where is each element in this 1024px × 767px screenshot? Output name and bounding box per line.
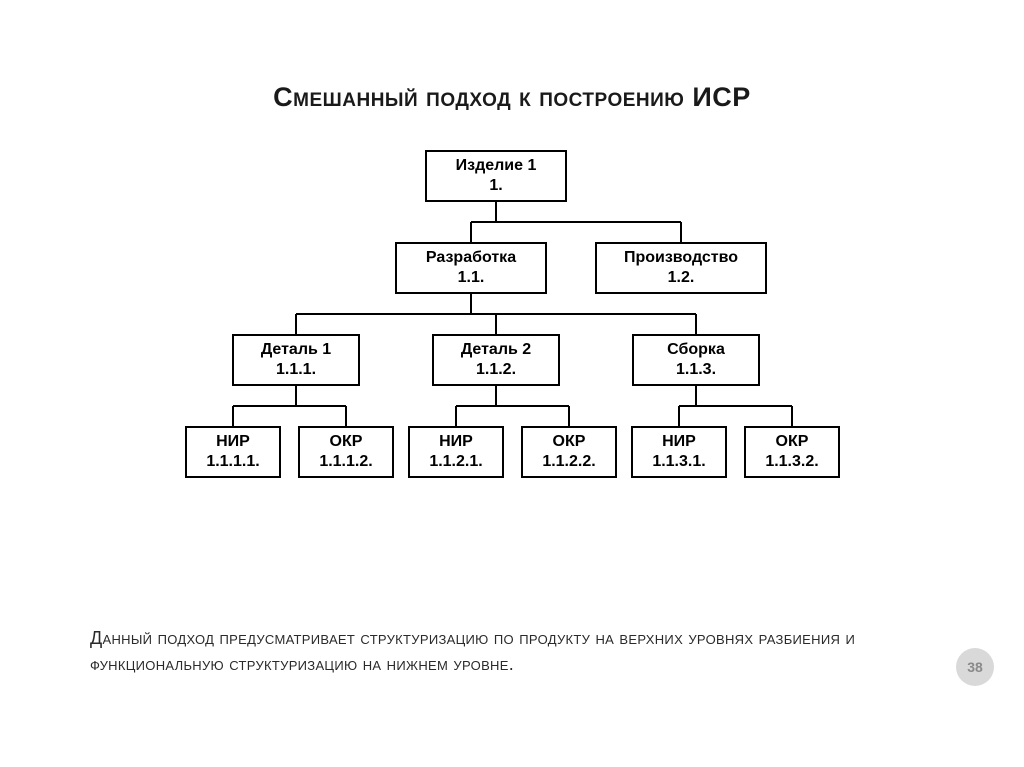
tree-node-n113: Сборка1.1.3. <box>632 334 760 386</box>
node-code: 1.1. <box>458 268 485 288</box>
tree-node-n11: Разработка1.1. <box>395 242 547 294</box>
node-code: 1.1.3.1. <box>652 452 705 472</box>
node-label: Деталь 1 <box>261 340 331 360</box>
tree-node-n112: Деталь 21.1.2. <box>432 334 560 386</box>
tree-node-n111: Деталь 11.1.1. <box>232 334 360 386</box>
node-code: 1. <box>489 176 502 196</box>
tree-node-n1: Изделие 11. <box>425 150 567 202</box>
wbs-diagram: Изделие 11. Разработка1.1. Производство1.2… <box>0 140 1024 520</box>
page-number-badge: 38 <box>956 648 994 686</box>
node-code: 1.1.3.2. <box>765 452 818 472</box>
node-label: НИР <box>662 432 696 452</box>
tree-node-l2: ОКР1.1.1.2. <box>298 426 394 478</box>
tree-node-l4: ОКР1.1.2.2. <box>521 426 617 478</box>
node-label: ОКР <box>776 432 809 452</box>
page-title: Смешанный подход к построению ИСР <box>0 82 1024 113</box>
node-code: 1.1.2. <box>476 360 516 380</box>
node-code: 1.2. <box>668 268 695 288</box>
node-label: Изделие 1 <box>456 156 537 176</box>
node-label: Разработка <box>426 248 516 268</box>
node-label: ОКР <box>553 432 586 452</box>
node-label: НИР <box>216 432 250 452</box>
node-label: Деталь 2 <box>461 340 531 360</box>
tree-node-n12: Производство1.2. <box>595 242 767 294</box>
node-label: ОКР <box>330 432 363 452</box>
node-label: Сборка <box>667 340 725 360</box>
node-label: НИР <box>439 432 473 452</box>
tree-node-l5: НИР1.1.3.1. <box>631 426 727 478</box>
node-code: 1.1.1.1. <box>206 452 259 472</box>
tree-node-l1: НИР1.1.1.1. <box>185 426 281 478</box>
footer-description: Данный подход предусматривает структуриз… <box>90 625 934 677</box>
node-code: 1.1.1.2. <box>319 452 372 472</box>
tree-node-l3: НИР1.1.2.1. <box>408 426 504 478</box>
node-code: 1.1.3. <box>676 360 716 380</box>
tree-node-l6: ОКР1.1.3.2. <box>744 426 840 478</box>
node-code: 1.1.2.2. <box>542 452 595 472</box>
node-label: Производство <box>624 248 738 268</box>
node-code: 1.1.2.1. <box>429 452 482 472</box>
node-code: 1.1.1. <box>276 360 316 380</box>
